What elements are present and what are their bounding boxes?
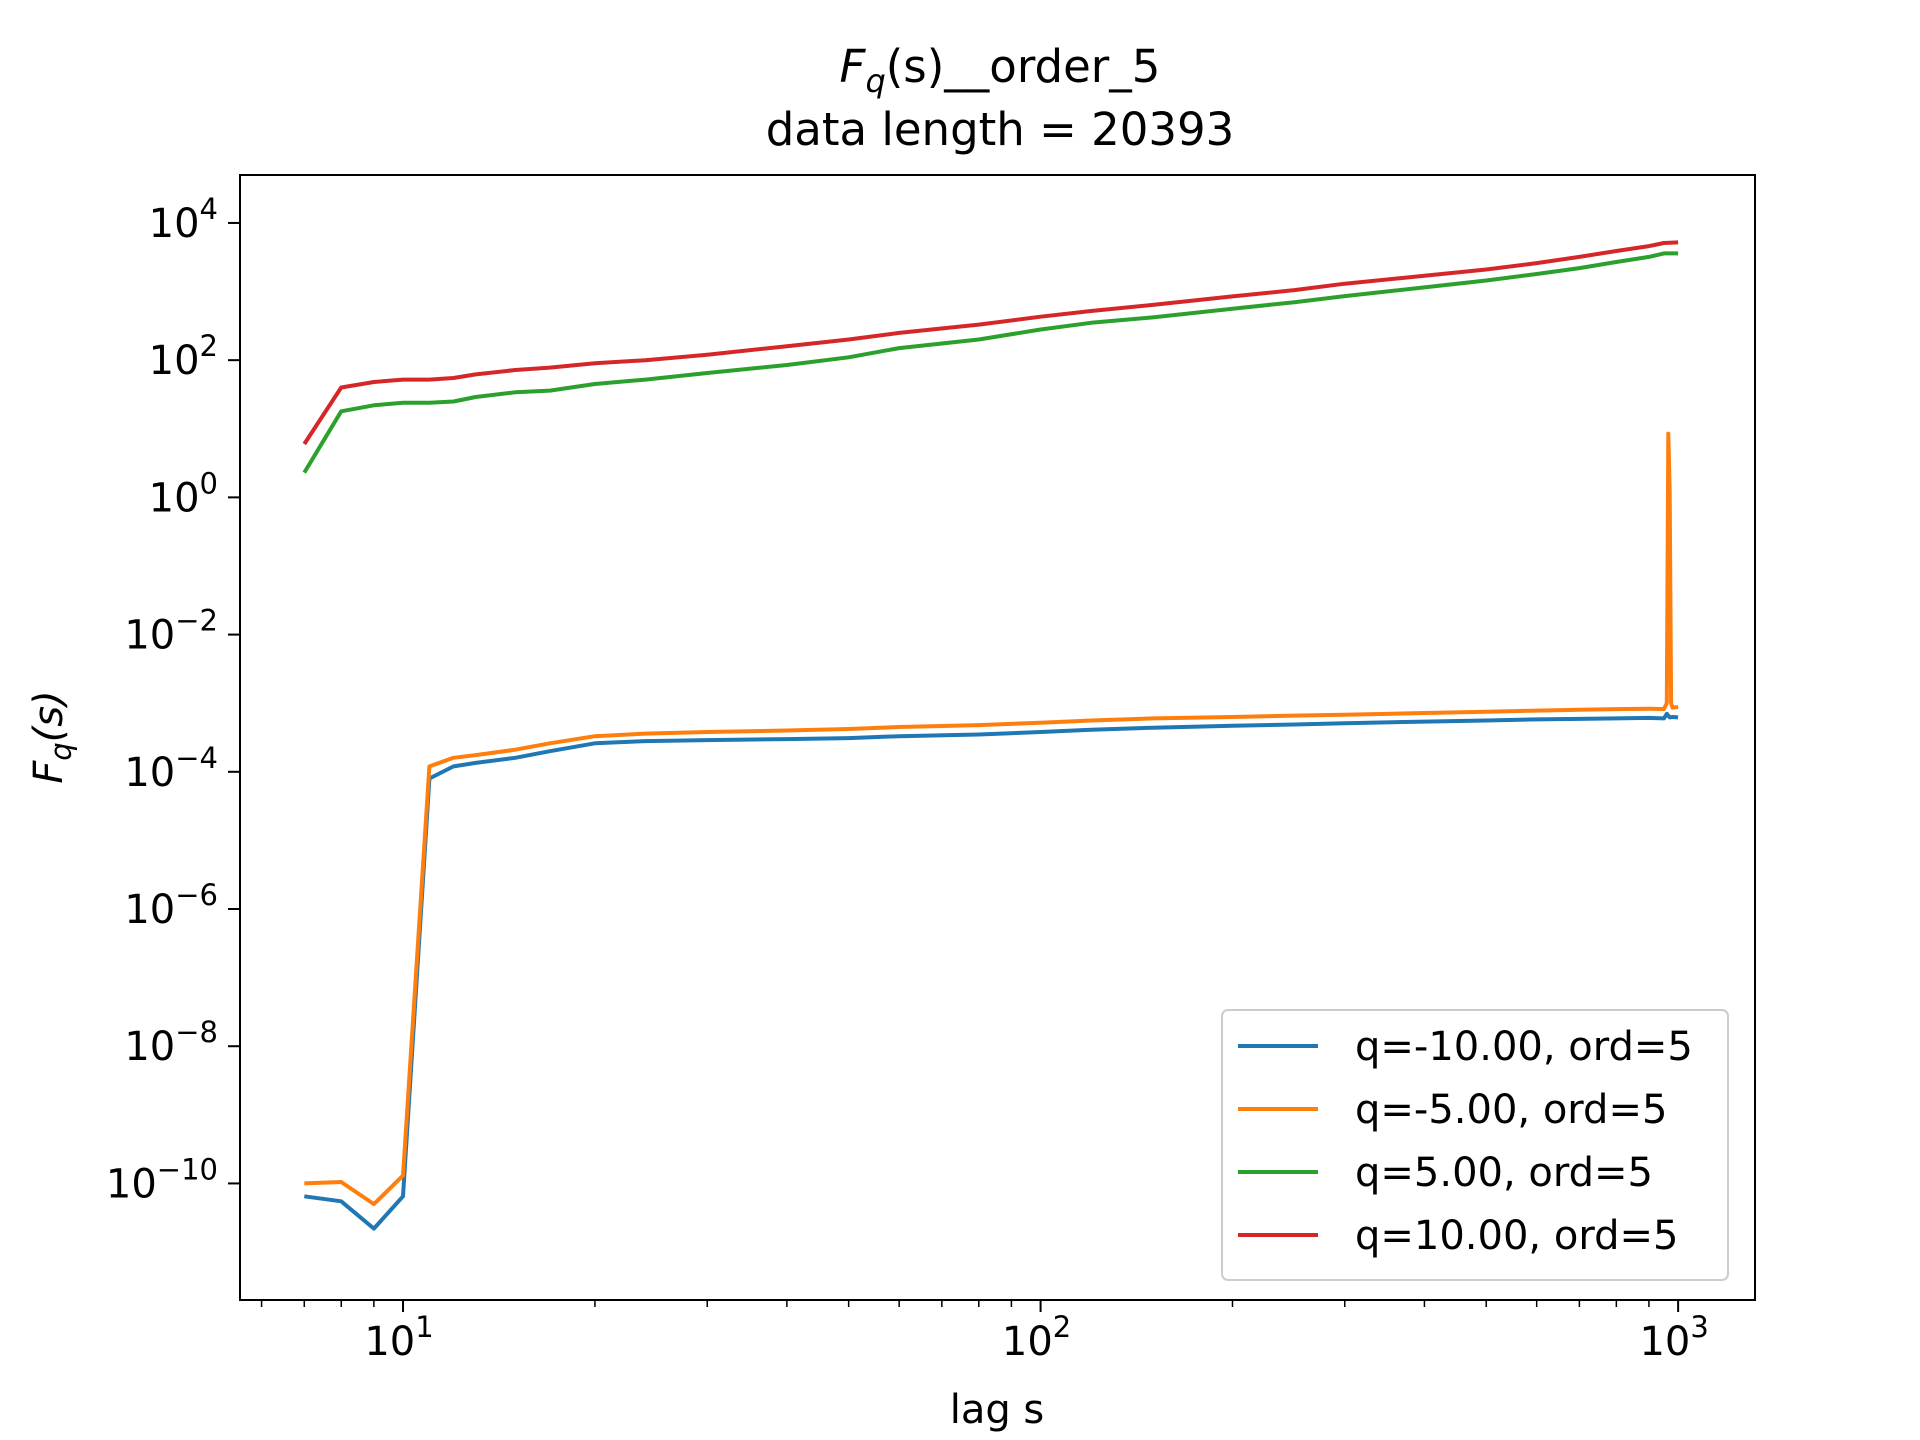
y-tick-label: 102 <box>149 329 218 384</box>
y-tick-label: 100 <box>149 466 218 521</box>
series-line-3 <box>302 251 1679 474</box>
chart-subtitle: data length = 20393 <box>766 103 1235 156</box>
y-tick-label: 104 <box>149 192 218 247</box>
legend-label-1: q=-10.00, ord=5 <box>1355 1024 1693 1070</box>
chart-title-main: F <box>840 40 867 93</box>
legend: q=-10.00, ord=5 q=-5.00, ord=5 q=5.00, ord… <box>1221 1009 1729 1281</box>
chart-title-rest: (s)__order_5 <box>886 40 1161 93</box>
x-tick-label: 103 <box>1639 1310 1708 1365</box>
y-axis-label-rest: (s) <box>26 690 72 742</box>
y-axis: 10−10 10−8 10−6 10−4 10−2 100 102 104 <box>106 192 240 1207</box>
y-tick-label: 10−8 <box>124 1015 218 1070</box>
y-tick-label: 10−2 <box>124 604 218 659</box>
y-tick-label: 10−10 <box>106 1152 218 1207</box>
axes-frame <box>239 174 1756 1301</box>
x-axis-label: lag s <box>950 1387 1045 1433</box>
legend-label-3: q=5.00, ord=5 <box>1355 1150 1653 1196</box>
series-line-1 <box>304 711 1679 1231</box>
x-tick-label: 102 <box>1002 1310 1071 1365</box>
y-tick-label: 10−6 <box>124 878 218 933</box>
legend-label-4: q=10.00, ord=5 <box>1355 1213 1678 1259</box>
legend-box <box>1221 1009 1729 1281</box>
series-layer <box>302 240 1679 1231</box>
series-line-2 <box>304 431 1679 1207</box>
chart-title: Fq(s)__order_5 <box>840 40 1161 100</box>
y-tick-label: 10−4 <box>124 741 218 796</box>
legend-label-2: q=-5.00, ord=5 <box>1355 1087 1667 1133</box>
chart-title-sub: q <box>865 62 885 100</box>
series-line-4 <box>302 240 1679 446</box>
y-axis-label: Fq(s) <box>26 690 78 784</box>
x-tick-label: 101 <box>364 1310 433 1365</box>
y-axis-label-sub: q <box>44 742 78 760</box>
y-axis-label-main: F <box>26 760 72 784</box>
x-axis: 101 102 103 <box>260 1300 1709 1365</box>
